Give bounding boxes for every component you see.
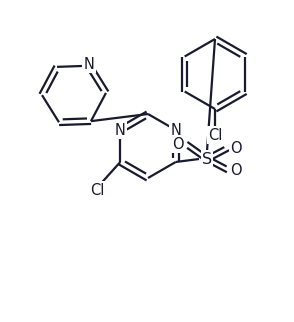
Text: S: S: [202, 151, 212, 166]
Text: N: N: [170, 122, 181, 137]
Text: Cl: Cl: [90, 183, 104, 197]
Text: Cl: Cl: [208, 128, 222, 143]
Text: N: N: [83, 57, 94, 72]
Text: N: N: [115, 122, 126, 137]
Text: O: O: [172, 137, 184, 151]
Text: O: O: [230, 140, 242, 156]
Text: O: O: [230, 163, 242, 177]
